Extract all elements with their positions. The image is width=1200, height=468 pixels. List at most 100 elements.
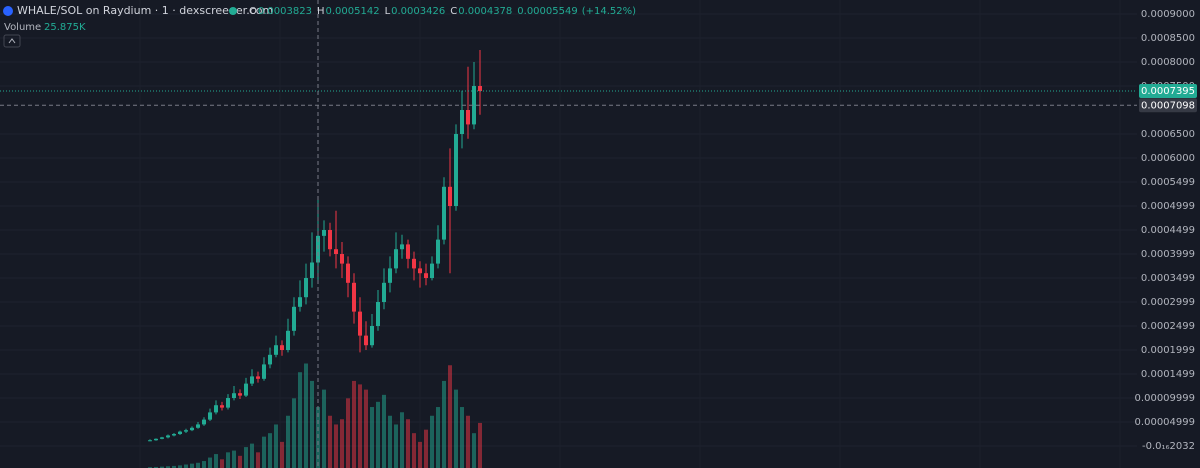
y-tick-label: 0.0003999 (1141, 249, 1195, 260)
legend-key: O (249, 6, 257, 17)
legend-key: L (385, 6, 391, 17)
volume-bar (298, 372, 302, 468)
volume-bar (406, 419, 410, 468)
volume-bar (430, 415, 434, 468)
candle-body (478, 86, 482, 92)
volume-bar (202, 461, 206, 468)
volume-bar (286, 415, 290, 468)
candle-body (148, 440, 152, 442)
candle-body (358, 311, 362, 336)
volume-bar (394, 424, 398, 468)
volume-bar (334, 424, 338, 468)
volume-bar (238, 455, 242, 468)
volume-bar (472, 433, 476, 468)
candle-body (412, 258, 416, 269)
volume-bar (244, 447, 248, 468)
visibility-icon[interactable] (229, 7, 237, 15)
candle-body (400, 244, 404, 250)
volume-bar (310, 380, 314, 468)
candle-body (238, 393, 242, 396)
volume-bar (172, 465, 176, 468)
volume-bar (454, 389, 458, 468)
volume-bar (250, 443, 254, 468)
candle-body (292, 306, 296, 331)
y-tick-label: 0.0001999 (1141, 345, 1195, 356)
candle-body (442, 186, 446, 240)
logo (3, 6, 13, 16)
volume-bar (184, 464, 188, 468)
volume-bar (166, 466, 170, 468)
volume-bar (214, 454, 218, 468)
volume-title: Volume (4, 22, 41, 33)
volume-bar (190, 463, 194, 468)
volume-bar (382, 394, 386, 468)
candle-body (226, 398, 230, 408)
crosshair-price-badge (1139, 98, 1197, 113)
ohlc-legend: O 0.0003823 H 0.0005142 L 0.0003426 C 0.0004378… (249, 6, 636, 17)
y-tick-label: -0.0₁₆2032 (1142, 441, 1195, 452)
collapse-button[interactable] (3, 34, 21, 48)
candle-body (262, 364, 266, 379)
candle-body (370, 326, 374, 346)
legend-value: 0.0004378 (458, 6, 512, 17)
legend-change-percent: (+14.52%) (582, 6, 636, 17)
volume-bar (322, 389, 326, 468)
candle-body (172, 434, 176, 436)
title: WHALE/SOL on Raydium · 1 · dexscreener.c… (17, 4, 273, 17)
candle-body (340, 254, 344, 264)
volume-bar (154, 466, 158, 468)
volume-bar (328, 415, 332, 468)
y-tick-label: 0.0004499 (1141, 225, 1195, 236)
volume-bar (478, 422, 482, 468)
y-tick-label: 0.0003499 (1141, 273, 1195, 284)
legend-key: C (450, 6, 457, 17)
candle-body (220, 405, 224, 408)
last-price-label: 0.0007395 (1141, 86, 1195, 97)
y-tick-label: 0.00004999 (1135, 417, 1195, 428)
volume-bar (274, 424, 278, 468)
candle-body (232, 393, 236, 399)
volume-bar (376, 401, 380, 468)
candle-body (166, 435, 170, 438)
volume-bar (346, 398, 350, 468)
volume-bar (232, 450, 236, 468)
y-tick-label: 0.0002999 (1141, 297, 1195, 308)
y-tick-label: 0.0006000 (1141, 153, 1195, 164)
volume-bar (448, 365, 452, 468)
candle-body (154, 438, 158, 441)
legend-value: 0.0003823 (258, 6, 312, 17)
volume-bar (292, 398, 296, 468)
volume-value: 25.875K (44, 22, 86, 33)
candle-body (256, 376, 260, 379)
y-tick-label: 0.0002499 (1141, 321, 1195, 332)
volume-bar (400, 412, 404, 468)
legend-value: 0.0003426 (391, 6, 445, 17)
candle-body (202, 419, 206, 425)
volume-bar (268, 433, 272, 468)
volume-bar (388, 415, 392, 468)
y-tick-label: 0.0009000 (1141, 9, 1195, 20)
legend-value: 0.0005142 (325, 6, 379, 17)
candle-body (184, 430, 188, 432)
volume-bar (364, 389, 368, 468)
candle-body (460, 110, 464, 135)
candle-body (454, 134, 458, 207)
candle-body (328, 230, 332, 250)
candle-body (160, 437, 164, 439)
volume-bar (178, 465, 182, 468)
candle-body (436, 239, 440, 264)
y-tick-label: 0.00009999 (1135, 393, 1195, 404)
volume-bar (340, 419, 344, 468)
candle-body (298, 297, 302, 307)
volume-bar (256, 452, 260, 468)
volume-bar (460, 407, 464, 468)
volume-bar (196, 462, 200, 468)
volume-bar (280, 441, 284, 468)
volume-bar (436, 407, 440, 468)
legend-change: 0.00005549 (517, 6, 577, 17)
candle-body (394, 249, 398, 269)
volume-bar (262, 436, 266, 468)
